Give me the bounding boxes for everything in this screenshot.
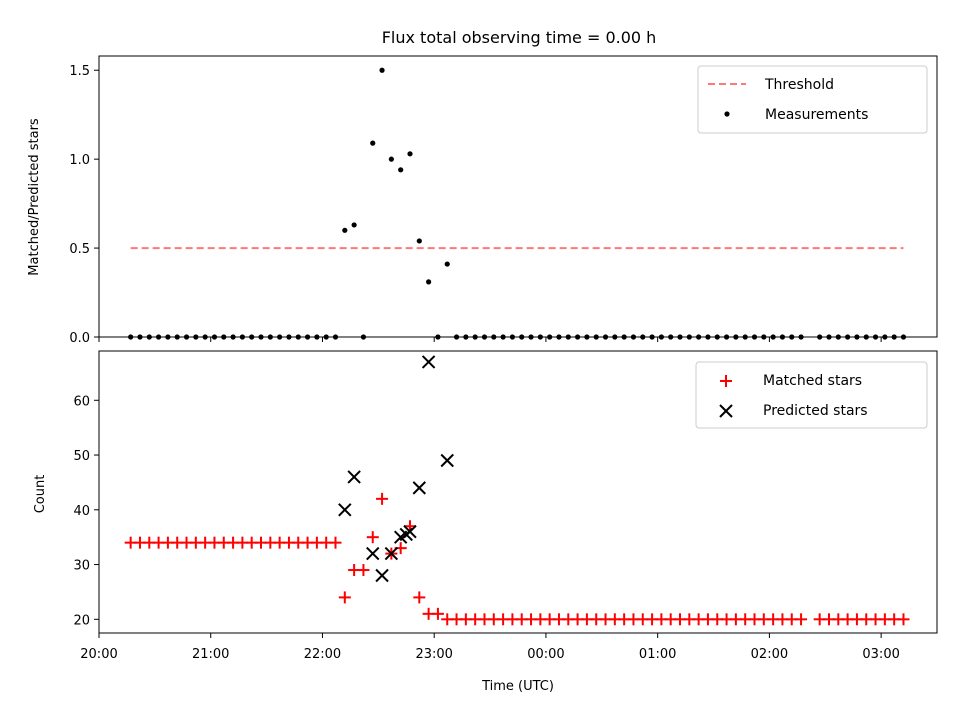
y-tick-label: 20 (73, 613, 90, 628)
y-tick-label: 60 (73, 394, 90, 409)
matched-star-point (795, 613, 808, 626)
legend-measurements-label: Measurements (765, 107, 868, 123)
legend-measurements-swatch (724, 111, 730, 117)
measurement-point (388, 156, 394, 162)
measurement-point (379, 67, 385, 73)
legend-matched-label: Matched stars (763, 373, 862, 389)
predicted-star-point (403, 524, 417, 539)
x-tick-label: 03:00 (862, 647, 899, 662)
matched-star-point (338, 591, 351, 604)
legend-predicted-label: Predicted stars (763, 403, 868, 419)
predicted-star-point (347, 470, 361, 484)
chart-title: Flux total observing time = 0.00 h (382, 28, 657, 47)
top-legend-frame (697, 65, 928, 134)
predicted-star-point (412, 481, 427, 495)
measurement-point (351, 222, 357, 228)
top-plot-marks (128, 67, 907, 340)
x-axis-label: Time (UTC) (481, 679, 554, 694)
y-tick-label: 1.5 (69, 64, 90, 79)
matched-star-point (366, 531, 379, 544)
legend-predicted-swatch (719, 404, 733, 418)
top-legend: Threshold Measurements (697, 65, 928, 134)
predicted-star-point (375, 568, 389, 583)
matched-star-point (357, 564, 370, 577)
y-tick-label: 30 (73, 559, 90, 574)
measurement-point (444, 261, 450, 267)
matched-star-point (897, 613, 910, 626)
x-tick-label: 23:00 (415, 647, 452, 662)
predicted-star-point (440, 453, 454, 468)
y-tick-label: 40 (73, 504, 90, 519)
measurement-point (407, 151, 413, 157)
x-tick-label: 22:00 (304, 647, 341, 662)
measurement-point (416, 238, 422, 244)
x-tick-label: 02:00 (751, 647, 788, 662)
y-tick-label: 0.0 (69, 331, 90, 346)
measurement-point (370, 140, 376, 146)
matched-star-point (413, 591, 426, 604)
x-tick-label: 20:00 (80, 647, 117, 662)
measurement-point (342, 227, 348, 233)
top-plot-frame (98, 55, 938, 338)
bottom-plot-frame (98, 350, 938, 634)
top-axis-ticks: 0.0 0.5 1.0 1.5 (69, 64, 882, 346)
legend-threshold-label: Threshold (764, 77, 834, 93)
predicted-star-point (421, 355, 436, 369)
x-tick-label: 00:00 (527, 647, 564, 662)
bottom-plot-marks (124, 355, 910, 626)
x-tick-label: 01:00 (639, 647, 676, 662)
y-tick-label: 1.0 (69, 153, 90, 168)
predicted-star-point (384, 546, 399, 561)
bottom-axis-ticks: 20:00 21:00 22:00 23:00 00:00 01:00 02:00 03:00… (73, 394, 899, 662)
measurement-point (398, 167, 404, 173)
matched-star-point (376, 492, 389, 505)
star-count-panel: Count Time (UTC) 20:00 21:00 22:00 23:00 00:… (33, 350, 938, 694)
bottom-legend-frame (695, 361, 928, 429)
predicted-star-point (366, 546, 380, 561)
matched-star-point (431, 607, 444, 620)
top-y-axis-label: Matched/Predicted stars (27, 118, 42, 276)
flux-ratio-panel: Flux total observing time = 0.00 h Match… (27, 28, 938, 346)
matched-star-point (329, 536, 342, 549)
measurement-point (426, 279, 432, 285)
y-tick-label: 0.5 (69, 242, 90, 257)
bottom-y-axis-label: Count (33, 475, 48, 514)
x-tick-label: 21:00 (192, 647, 229, 662)
legend-matched-swatch (720, 375, 732, 387)
y-tick-label: 50 (73, 449, 90, 464)
predicted-star-point (338, 503, 352, 517)
bottom-legend: Matched stars Predicted stars (695, 361, 928, 429)
